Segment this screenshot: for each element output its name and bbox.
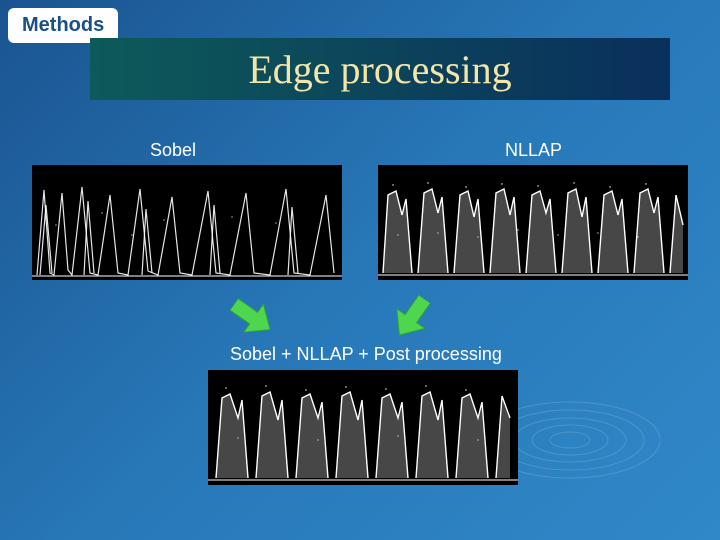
slide-title-bar: Edge processing	[90, 38, 670, 100]
section-badge-label: Methods	[22, 14, 104, 36]
waveform-combined	[208, 370, 518, 485]
panel-label-combined: Sobel + NLLAP + Post processing	[230, 344, 502, 365]
panel-nllap	[378, 165, 688, 280]
arrow-shape	[385, 289, 438, 345]
panel-combined	[208, 370, 518, 485]
arrow-shape	[224, 290, 280, 343]
slide-title: Edge processing	[248, 46, 511, 93]
arrow-left-icon	[224, 290, 280, 343]
panel-label-nllap: NLLAP	[505, 140, 562, 161]
panel-sobel	[32, 165, 342, 280]
panel-label-sobel: Sobel	[150, 140, 196, 161]
waveform-nllap	[378, 165, 688, 280]
arrow-right-icon	[385, 289, 438, 345]
waveform-sobel	[32, 165, 342, 280]
